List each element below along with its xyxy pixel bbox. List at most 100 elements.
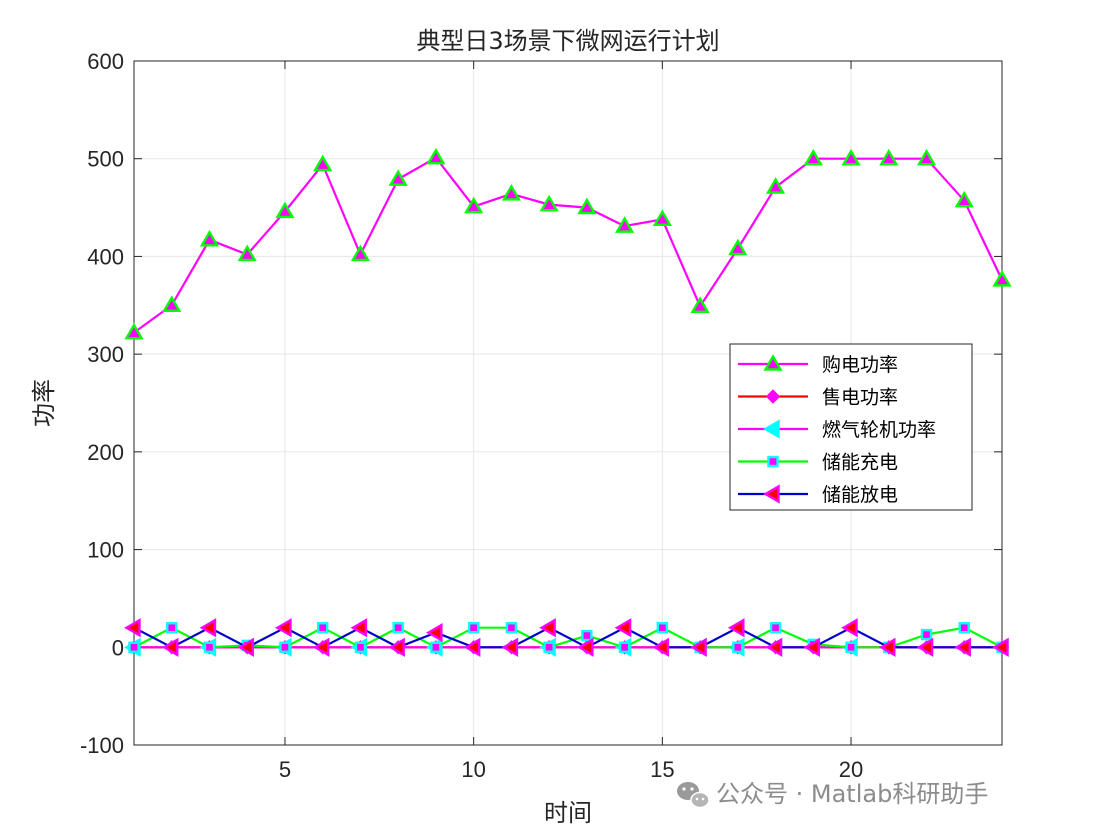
data-point [426, 147, 446, 165]
axes-box [133, 60, 1003, 746]
data-point [920, 628, 933, 641]
legend-marker [763, 484, 780, 504]
data-point [275, 201, 295, 219]
legend-label: 售电功率 [822, 387, 898, 409]
data-point [501, 183, 521, 201]
legend-item: 售电功率 [738, 387, 898, 409]
y-tick-label: 200 [87, 440, 124, 465]
chart-title: 典型日3场景下微网运行计划 [416, 27, 719, 55]
data-point [652, 637, 670, 657]
data-point [845, 641, 857, 653]
data-point [539, 618, 556, 638]
watermark-text: 公众号 · Matlab科研助手 [716, 780, 988, 808]
x-tick-label: 15 [650, 757, 674, 782]
data-point [162, 295, 182, 312]
data-point [467, 622, 480, 634]
data-point [656, 622, 669, 634]
data-point [615, 216, 635, 233]
data-point [463, 637, 481, 657]
data-point [576, 637, 594, 657]
y-axis-label: 功率 [30, 379, 58, 427]
legend-item: 购电功率 [738, 354, 898, 376]
data-point [430, 641, 442, 653]
y-tick-label: 400 [87, 244, 124, 269]
data-point [732, 641, 744, 653]
data-point [769, 622, 782, 634]
series-line [133, 156, 1003, 334]
legend-marker [765, 389, 781, 404]
data-point [501, 637, 519, 657]
data-point [916, 148, 937, 166]
data-point [350, 244, 371, 262]
legend-item: 燃气轮机功率 [738, 419, 936, 441]
legend-label: 储能充电 [822, 452, 898, 474]
series-line [133, 626, 1003, 649]
y-tick-label: 0 [112, 635, 124, 660]
data-point [728, 238, 748, 256]
data-point [841, 148, 861, 166]
data-point [878, 637, 896, 657]
data-point [841, 618, 858, 638]
legend-label: 购电功率 [822, 354, 898, 376]
data-point [765, 637, 783, 657]
data-point [879, 148, 899, 166]
series-group [124, 147, 1012, 657]
series-1 [124, 147, 1012, 340]
watermark: 公众号 · Matlab科研助手 [677, 780, 988, 809]
legend-marker [763, 354, 783, 371]
x-tick-label: 5 [279, 757, 291, 782]
y-tick-label: 100 [87, 538, 124, 563]
y-tick-label: 600 [87, 49, 124, 74]
x-axis-label: 时间 [544, 799, 592, 827]
data-point [388, 169, 408, 186]
data-point [392, 622, 404, 634]
data-point [618, 641, 631, 653]
data-point [203, 641, 216, 653]
data-point [543, 641, 555, 653]
data-point [313, 154, 333, 172]
data-point [803, 148, 823, 166]
legend-marker [767, 455, 779, 468]
data-point [954, 190, 974, 208]
y-tick-label: -100 [80, 733, 124, 758]
legend-item: 储能放电 [738, 484, 898, 506]
data-point [426, 623, 443, 643]
data-point [350, 618, 368, 638]
data-point [652, 209, 672, 226]
data-point [992, 269, 1012, 287]
data-point [316, 622, 329, 634]
x-tick-label: 10 [461, 757, 485, 782]
data-point [464, 196, 484, 214]
data-point [539, 194, 559, 212]
wechat-icon [677, 782, 710, 809]
data-point [577, 197, 597, 215]
legend-label: 储能放电 [822, 484, 898, 506]
data-point [690, 637, 707, 657]
data-point [275, 618, 292, 638]
y-tick-label: 300 [87, 342, 124, 367]
data-point [354, 641, 367, 653]
data-point [312, 637, 330, 657]
data-point [279, 641, 291, 653]
data-point [166, 622, 178, 634]
data-point [128, 641, 140, 653]
legend-label: 燃气轮机功率 [822, 419, 936, 441]
legend-marker [763, 419, 780, 439]
data-point [765, 177, 786, 194]
y-tick-label: 500 [87, 147, 124, 172]
data-point [199, 229, 220, 247]
data-point [124, 322, 144, 340]
data-point [803, 637, 821, 657]
data-point [388, 637, 405, 657]
x-tick-label: 20 [839, 757, 863, 782]
ticks: -100 0 100 200 300 400 500 600 5 10 15 20 [80, 49, 1002, 782]
data-point [237, 637, 254, 657]
data-point [992, 637, 1009, 657]
data-point [958, 622, 970, 634]
data-point [581, 629, 593, 642]
data-point [199, 618, 217, 638]
data-point [727, 618, 745, 638]
data-point [614, 618, 632, 638]
